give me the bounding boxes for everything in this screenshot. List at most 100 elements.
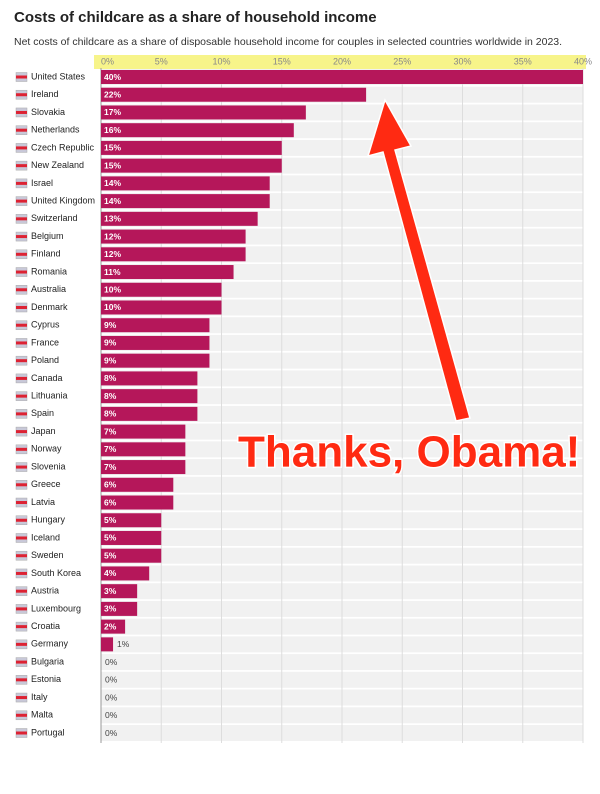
bar: [101, 282, 222, 297]
flag-stripe: [16, 678, 27, 682]
value-label: 12%: [104, 249, 121, 259]
bar: [101, 176, 270, 191]
flag-stripe: [16, 376, 27, 380]
y-tick-label: United States: [31, 71, 86, 81]
y-tick-label: Israel: [31, 178, 53, 188]
x-tick-label: 0%: [101, 56, 114, 66]
value-label: 22%: [104, 89, 121, 99]
value-label: 0%: [105, 692, 118, 702]
value-label: 17%: [104, 107, 121, 117]
bar: [101, 389, 198, 404]
flag-stripe: [16, 518, 27, 522]
bar: [101, 87, 367, 102]
y-tick-label: South Korea: [31, 568, 81, 578]
flag-stripe: [16, 447, 27, 451]
bar: [101, 158, 282, 173]
y-tick-label: Slovenia: [31, 461, 66, 471]
flag-stripe: [16, 696, 27, 700]
y-tick-label: Cyprus: [31, 320, 60, 330]
flag-stripe: [16, 128, 27, 132]
y-tick-label: Latvia: [31, 497, 55, 507]
bar: [101, 530, 162, 545]
value-label: 1%: [117, 639, 130, 649]
value-label: 7%: [104, 444, 117, 454]
value-label: 3%: [104, 604, 117, 614]
x-tick-label: 15%: [273, 56, 291, 66]
value-label: 8%: [104, 373, 117, 383]
bar: [101, 548, 162, 563]
y-tick-label: New Zealand: [31, 160, 84, 170]
flag-stripe: [16, 483, 27, 487]
bar: [101, 265, 234, 280]
y-tick-label: Sweden: [31, 550, 64, 560]
value-label: 8%: [104, 409, 117, 419]
value-label: 14%: [104, 178, 121, 188]
y-tick-label: Italy: [31, 692, 48, 702]
y-tick-label: Denmark: [31, 302, 68, 312]
arrow-shape: [366, 98, 471, 422]
flag-stripe: [16, 359, 27, 363]
y-tick-label: Luxembourg: [31, 603, 81, 613]
annotation: Thanks, Obama!: [238, 428, 580, 477]
value-label: 16%: [104, 125, 121, 135]
flag-stripe: [16, 554, 27, 558]
value-label: 13%: [104, 214, 121, 224]
bar: [101, 353, 210, 368]
bar: [101, 335, 210, 350]
bar: [101, 477, 174, 492]
bar: [101, 300, 222, 315]
value-label: 7%: [104, 462, 117, 472]
y-tick-label: Canada: [31, 373, 63, 383]
y-tick-label: Japan: [31, 426, 56, 436]
value-label: 5%: [104, 533, 117, 543]
flag-stripe: [16, 625, 27, 629]
y-tick-label: Croatia: [31, 621, 60, 631]
plot: 0% 5% 10% 15% 20% 25% 30% 35% 40% United States 40…: [15, 56, 592, 744]
chart-title: Costs of childcare as a share of househo…: [14, 9, 377, 26]
value-label: 4%: [104, 568, 117, 578]
bar: [101, 584, 138, 599]
x-tick-label: 5%: [155, 56, 168, 66]
value-label: 0%: [105, 675, 118, 685]
y-tick-label: Germany: [31, 639, 69, 649]
bar: [101, 495, 174, 510]
value-label: 5%: [104, 515, 117, 525]
value-label: 3%: [104, 586, 117, 596]
value-label: 5%: [104, 550, 117, 560]
y-tick-label: Australia: [31, 284, 66, 294]
value-label: 40%: [104, 72, 121, 82]
bar: [101, 424, 186, 439]
tick-highlight: [94, 55, 586, 69]
y-tick-label: France: [31, 337, 59, 347]
bar: [101, 194, 270, 209]
flag-stripe: [16, 146, 27, 150]
flag-stripe: [16, 252, 27, 256]
flag-stripe: [16, 660, 27, 664]
y-tick-label: Finland: [31, 249, 61, 259]
value-label: 11%: [104, 267, 121, 277]
bar: [101, 140, 282, 155]
bar: [101, 566, 150, 581]
y-tick-label: Estonia: [31, 674, 61, 684]
bar: [101, 123, 294, 138]
y-tick-label: Czech Republic: [31, 142, 95, 152]
value-label: 14%: [104, 196, 121, 206]
y-tick-label: Romania: [31, 266, 67, 276]
value-label: 0%: [105, 710, 118, 720]
flag-stripe: [16, 93, 27, 97]
arrow: [366, 98, 471, 422]
value-label: 9%: [104, 355, 117, 365]
bar: [101, 619, 126, 634]
x-tick-label: 40%: [574, 56, 592, 66]
bar: [101, 637, 114, 652]
flag-stripe: [16, 305, 27, 309]
bar: [101, 105, 306, 120]
flag-stripe: [16, 323, 27, 327]
bar: [101, 406, 198, 421]
bar: [101, 513, 162, 528]
y-tick-label: Belgium: [31, 231, 64, 241]
flag-stripe: [16, 199, 27, 203]
value-label: 9%: [104, 320, 117, 330]
y-tick-label: Lithuania: [31, 391, 68, 401]
